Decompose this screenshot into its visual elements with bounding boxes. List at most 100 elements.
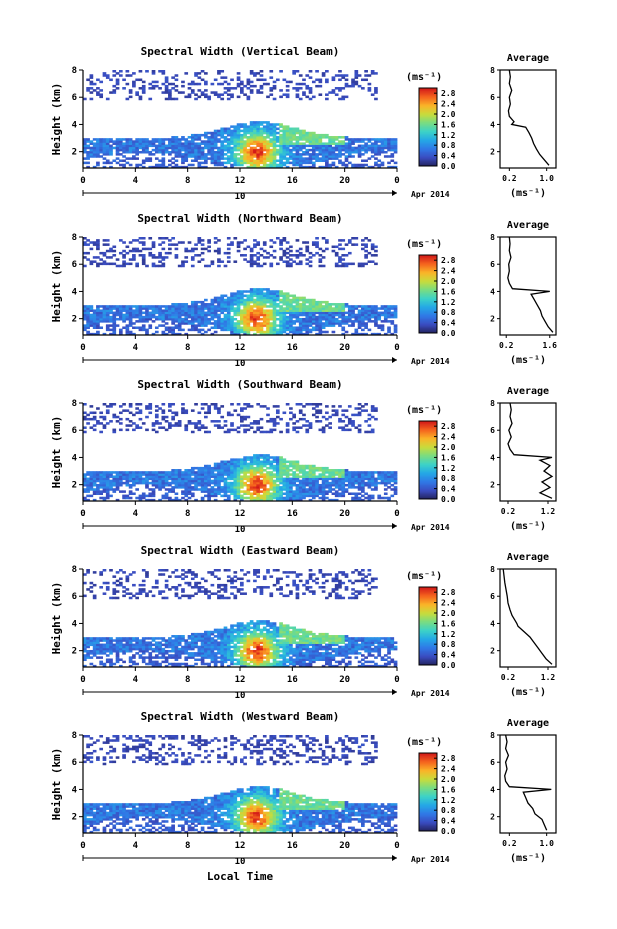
average-title: Average [507,53,549,64]
colorbar-tick-label: 0.4 [441,319,456,328]
x-tick-label: 8 [185,343,190,353]
x-tick-label: 16 [287,675,298,685]
colorbar-tick-label: 2.8 [441,422,456,431]
colorbar-tick-label: 2.4 [441,433,456,442]
colorbar-tick-label: 1.6 [441,453,456,462]
x-tick-label: 8 [185,176,190,186]
x-tick-label: 0 [80,343,85,353]
average-title: Average [507,386,549,397]
x-tick-label: 4 [133,675,139,685]
x-tick-label: 12 [235,343,246,353]
colorbar-tick-label: 2.8 [441,588,456,597]
colorbar-tick-label: 2.0 [441,609,456,618]
y-tick-label: 4 [72,287,78,297]
colorbar [419,587,437,666]
colorbar-unit: (ms⁻¹) [406,737,442,748]
avg-y-tick-label: 8 [490,233,495,242]
x-tick-label: 8 [185,509,190,519]
panel-title: Spectral Width (Vertical Beam) [141,45,340,58]
colorbar [419,753,437,832]
day-label: 10 [235,857,246,867]
y-tick-label: 2 [72,647,77,657]
y-tick-label: 8 [72,66,77,76]
avg-x-axis-label: (ms⁻¹) [510,853,546,864]
colorbar-tick-label: 0.4 [441,152,456,161]
x-tick-label: 20 [339,841,350,851]
avg-y-tick-label: 2 [490,647,495,656]
avg-x-axis-label: (ms⁻¹) [510,188,546,199]
average-profile-line [502,568,553,665]
heatmap-cells [83,237,398,336]
panel-title: Spectral Width (Westward Beam) [141,710,340,723]
y-axis-label: Height (km) [50,748,63,821]
colorbar-unit: (ms⁻¹) [406,405,442,416]
average-title: Average [507,718,549,729]
x-tick-label: 4 [133,509,139,519]
y-tick-label: 2 [72,813,77,823]
colorbar-tick-label: 0.8 [441,141,456,150]
avg-x-axis-label: (ms⁻¹) [510,687,546,698]
colorbar-frame [418,586,438,666]
date-label: Apr 2014 [411,689,450,698]
avg-y-tick-label: 6 [490,592,495,601]
colorbar-tick-label: 2.8 [441,256,456,265]
y-tick-label: 4 [72,453,78,463]
day-bar-arrow [392,190,397,196]
x-tick-label: 16 [287,176,298,186]
colorbar-frame [418,420,438,500]
day-label: 10 [235,192,246,202]
x-tick-label: 12 [235,176,246,186]
avg-x-tick-label: 1.0 [539,174,554,183]
average-title: Average [507,552,549,563]
avg-y-tick-label: 4 [490,785,495,794]
average-profile-line [507,69,550,166]
x-tick-label: 8 [185,841,190,851]
x-tick-label: 4 [133,343,139,353]
x-tick-label: 16 [287,841,298,851]
colorbar-tick-label: 2.4 [441,599,456,608]
average-profile-line [507,402,554,499]
day-label: 10 [235,525,246,535]
day-bar-arrow [392,689,397,695]
colorbar-frame [418,254,438,334]
x-tick-label: 20 [339,509,350,519]
colorbar-frame [418,87,438,167]
x-tick-label: 0 [80,509,85,519]
x-tick-label: 20 [339,176,350,186]
colorbar-unit: (ms⁻¹) [406,239,442,250]
colorbar [419,88,437,167]
average-profile-line [504,734,552,831]
avg-y-tick-label: 8 [490,565,495,574]
colorbar-tick-label: 2.8 [441,89,456,98]
x-tick-label: 0 [80,841,85,851]
avg-y-tick-label: 6 [490,93,495,102]
x-tick-label: 12 [235,675,246,685]
date-label: Apr 2014 [411,523,450,532]
y-tick-label: 4 [72,619,78,629]
colorbar-tick-label: 2.0 [441,775,456,784]
colorbar-unit: (ms⁻¹) [406,72,442,83]
colorbar-tick-label: 0.8 [441,640,456,649]
avg-x-tick-label: 0.2 [501,673,516,682]
x-tick-label: 0 [394,343,399,353]
avg-x-tick-label: 0.2 [499,341,514,350]
panel-title: Spectral Width (Eastward Beam) [141,544,340,557]
y-axis-label: Height (km) [50,416,63,489]
colorbar-frame [418,752,438,832]
heatmap-cells [83,569,398,668]
day-label: 10 [235,691,246,701]
x-tick-label: 0 [394,176,399,186]
date-label: Apr 2014 [411,190,450,199]
avg-y-tick-label: 6 [490,758,495,767]
average-frame [499,402,557,502]
average-frame [499,734,557,834]
day-bar-arrow [392,523,397,529]
avg-y-tick-label: 6 [490,426,495,435]
colorbar-tick-label: 1.6 [441,287,456,296]
panel-2: Spectral Width (Northward Beam) Height (k… [50,212,557,369]
avg-y-tick-label: 2 [490,813,495,822]
heatmap-cells [83,735,398,834]
avg-x-tick-label: 1.6 [543,341,558,350]
avg-y-tick-label: 8 [490,731,495,740]
